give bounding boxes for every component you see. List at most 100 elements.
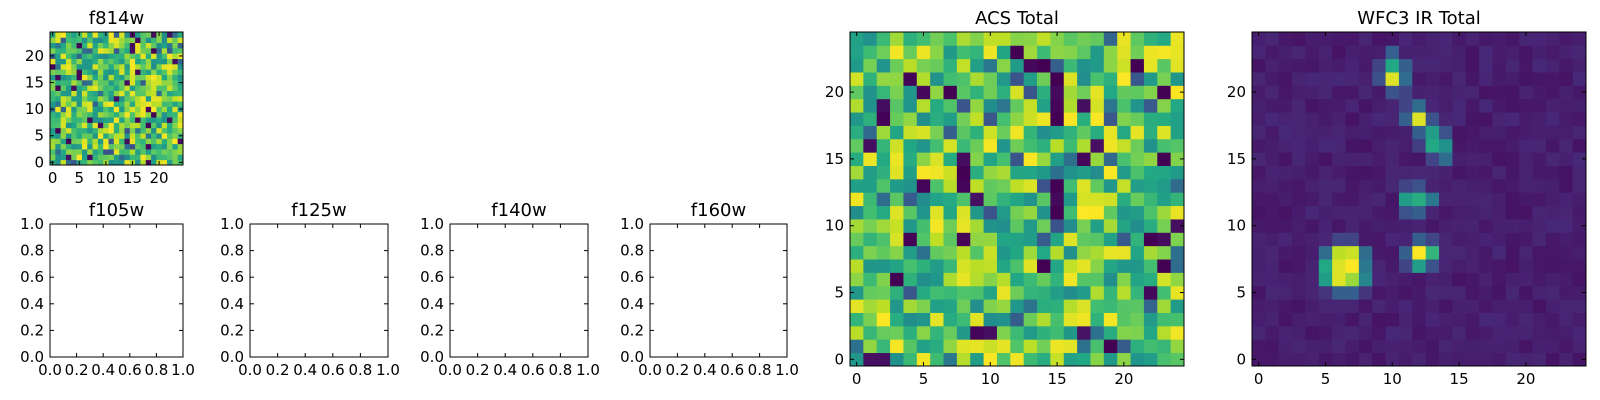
heatmap-cell (1465, 178, 1480, 193)
heatmap-cell (1077, 339, 1091, 354)
heatmap-cell (103, 58, 109, 65)
heatmap-cell (71, 79, 77, 86)
heatmap-cell (1559, 245, 1574, 260)
heatmap-cell (71, 143, 77, 150)
heatmap-cell (161, 63, 168, 70)
y-tick-label: 1.0 (620, 215, 644, 233)
heatmap-cell (1385, 32, 1400, 46)
heatmap-cell (1332, 72, 1346, 86)
heatmap-cell (92, 95, 99, 102)
heatmap-cell (943, 72, 958, 86)
heatmap-cell (1479, 58, 1493, 73)
heatmap-cell (124, 90, 131, 97)
heatmap-cell (103, 133, 109, 139)
heatmap-cell (1292, 232, 1306, 247)
y-tick-label: 1.0 (20, 215, 44, 233)
heatmap-cell (140, 101, 147, 107)
heatmap-cell (129, 63, 136, 70)
heatmap-cell (87, 42, 93, 49)
heatmap-cell (1023, 72, 1038, 86)
heatmap-cell (81, 111, 88, 118)
heatmap-cell (890, 352, 904, 367)
heatmap-cell (1117, 272, 1131, 287)
heatmap-cell (50, 143, 56, 150)
heatmap-cell (140, 42, 147, 49)
heatmap-cell (983, 32, 998, 46)
heatmap-cell (1345, 152, 1360, 166)
heatmap-cell (970, 32, 984, 46)
heatmap-cell (1157, 125, 1172, 140)
heatmap-cell (1292, 45, 1306, 60)
heatmap-cell (113, 42, 120, 49)
heatmap-cell (1103, 32, 1118, 46)
heatmap-cell (930, 45, 944, 60)
heatmap-cell (97, 159, 104, 166)
heatmap-cell (1465, 272, 1480, 287)
heatmap-cell (167, 106, 173, 113)
heatmap-cell (1265, 339, 1280, 354)
heatmap-cell (103, 85, 109, 91)
heatmap-cell (1479, 112, 1493, 126)
heatmap-cell (1050, 72, 1065, 86)
heatmap-cell (76, 154, 83, 161)
heatmap-cell (996, 299, 1011, 313)
heatmap-cell (177, 117, 184, 123)
heatmap-cell (1358, 45, 1373, 60)
heatmap-cell (135, 149, 141, 155)
heatmap-cell (97, 53, 104, 59)
heatmap-cell (1292, 259, 1306, 273)
heatmap-cell (135, 138, 141, 145)
heatmap-cell (1103, 205, 1118, 220)
heatmap-cell (1077, 219, 1091, 233)
heatmap-cell (1492, 352, 1507, 367)
heatmap-cell (103, 42, 109, 49)
heatmap-cell (1037, 98, 1051, 113)
y-tick-label: 0.8 (420, 242, 444, 260)
heatmap-cell (1545, 232, 1560, 247)
heatmap-cell (1157, 245, 1172, 260)
heatmap-cell (916, 259, 931, 273)
heatmap-cell (1050, 299, 1065, 313)
heatmap-cell (65, 101, 72, 107)
y-tick-label: 0.4 (20, 295, 44, 313)
heatmap-cell (1023, 272, 1038, 287)
heatmap-cell (151, 149, 157, 155)
heatmap-cell (1305, 85, 1320, 100)
heatmap-cell (1265, 312, 1280, 327)
heatmap-cell (1465, 299, 1480, 313)
heatmap-cell (113, 122, 120, 129)
heatmap-cell (140, 138, 147, 145)
heatmap-cell (81, 159, 88, 166)
heatmap-cell (943, 125, 958, 140)
heatmap-cell (1278, 205, 1293, 220)
heatmap-cell (983, 178, 998, 193)
heatmap-cell (890, 232, 904, 247)
heatmap-cell (124, 149, 131, 155)
heatmap-cell (1143, 352, 1158, 367)
heatmap-cell (1117, 152, 1131, 166)
heatmap-cell (1010, 205, 1025, 220)
heatmap-cell (1157, 299, 1172, 313)
heatmap-cell (916, 219, 931, 233)
heatmap-cell (1170, 45, 1185, 60)
heatmap-cell (1010, 272, 1025, 287)
heatmap-cell (1305, 112, 1320, 126)
heatmap-cell (97, 74, 104, 81)
heatmap-cell (1170, 58, 1185, 73)
heatmap-cell (65, 106, 72, 113)
heatmap-cell (55, 47, 62, 54)
heatmap-cell (930, 178, 944, 193)
heatmap-cell (850, 205, 864, 220)
heatmap-cell (850, 232, 864, 247)
heatmap-cell (119, 79, 125, 86)
x-tick-label: 0 (852, 370, 862, 388)
heatmap-cell (1492, 45, 1507, 60)
heatmap-cell (1332, 32, 1346, 46)
heatmap-cell (1090, 352, 1105, 367)
heatmap-cell (1170, 312, 1185, 327)
heatmap-cell (930, 259, 944, 273)
heatmap-cell (1265, 58, 1280, 73)
heatmap-cell (140, 159, 147, 166)
heatmap-cell (1479, 272, 1493, 287)
heatmap-cell (956, 232, 971, 247)
